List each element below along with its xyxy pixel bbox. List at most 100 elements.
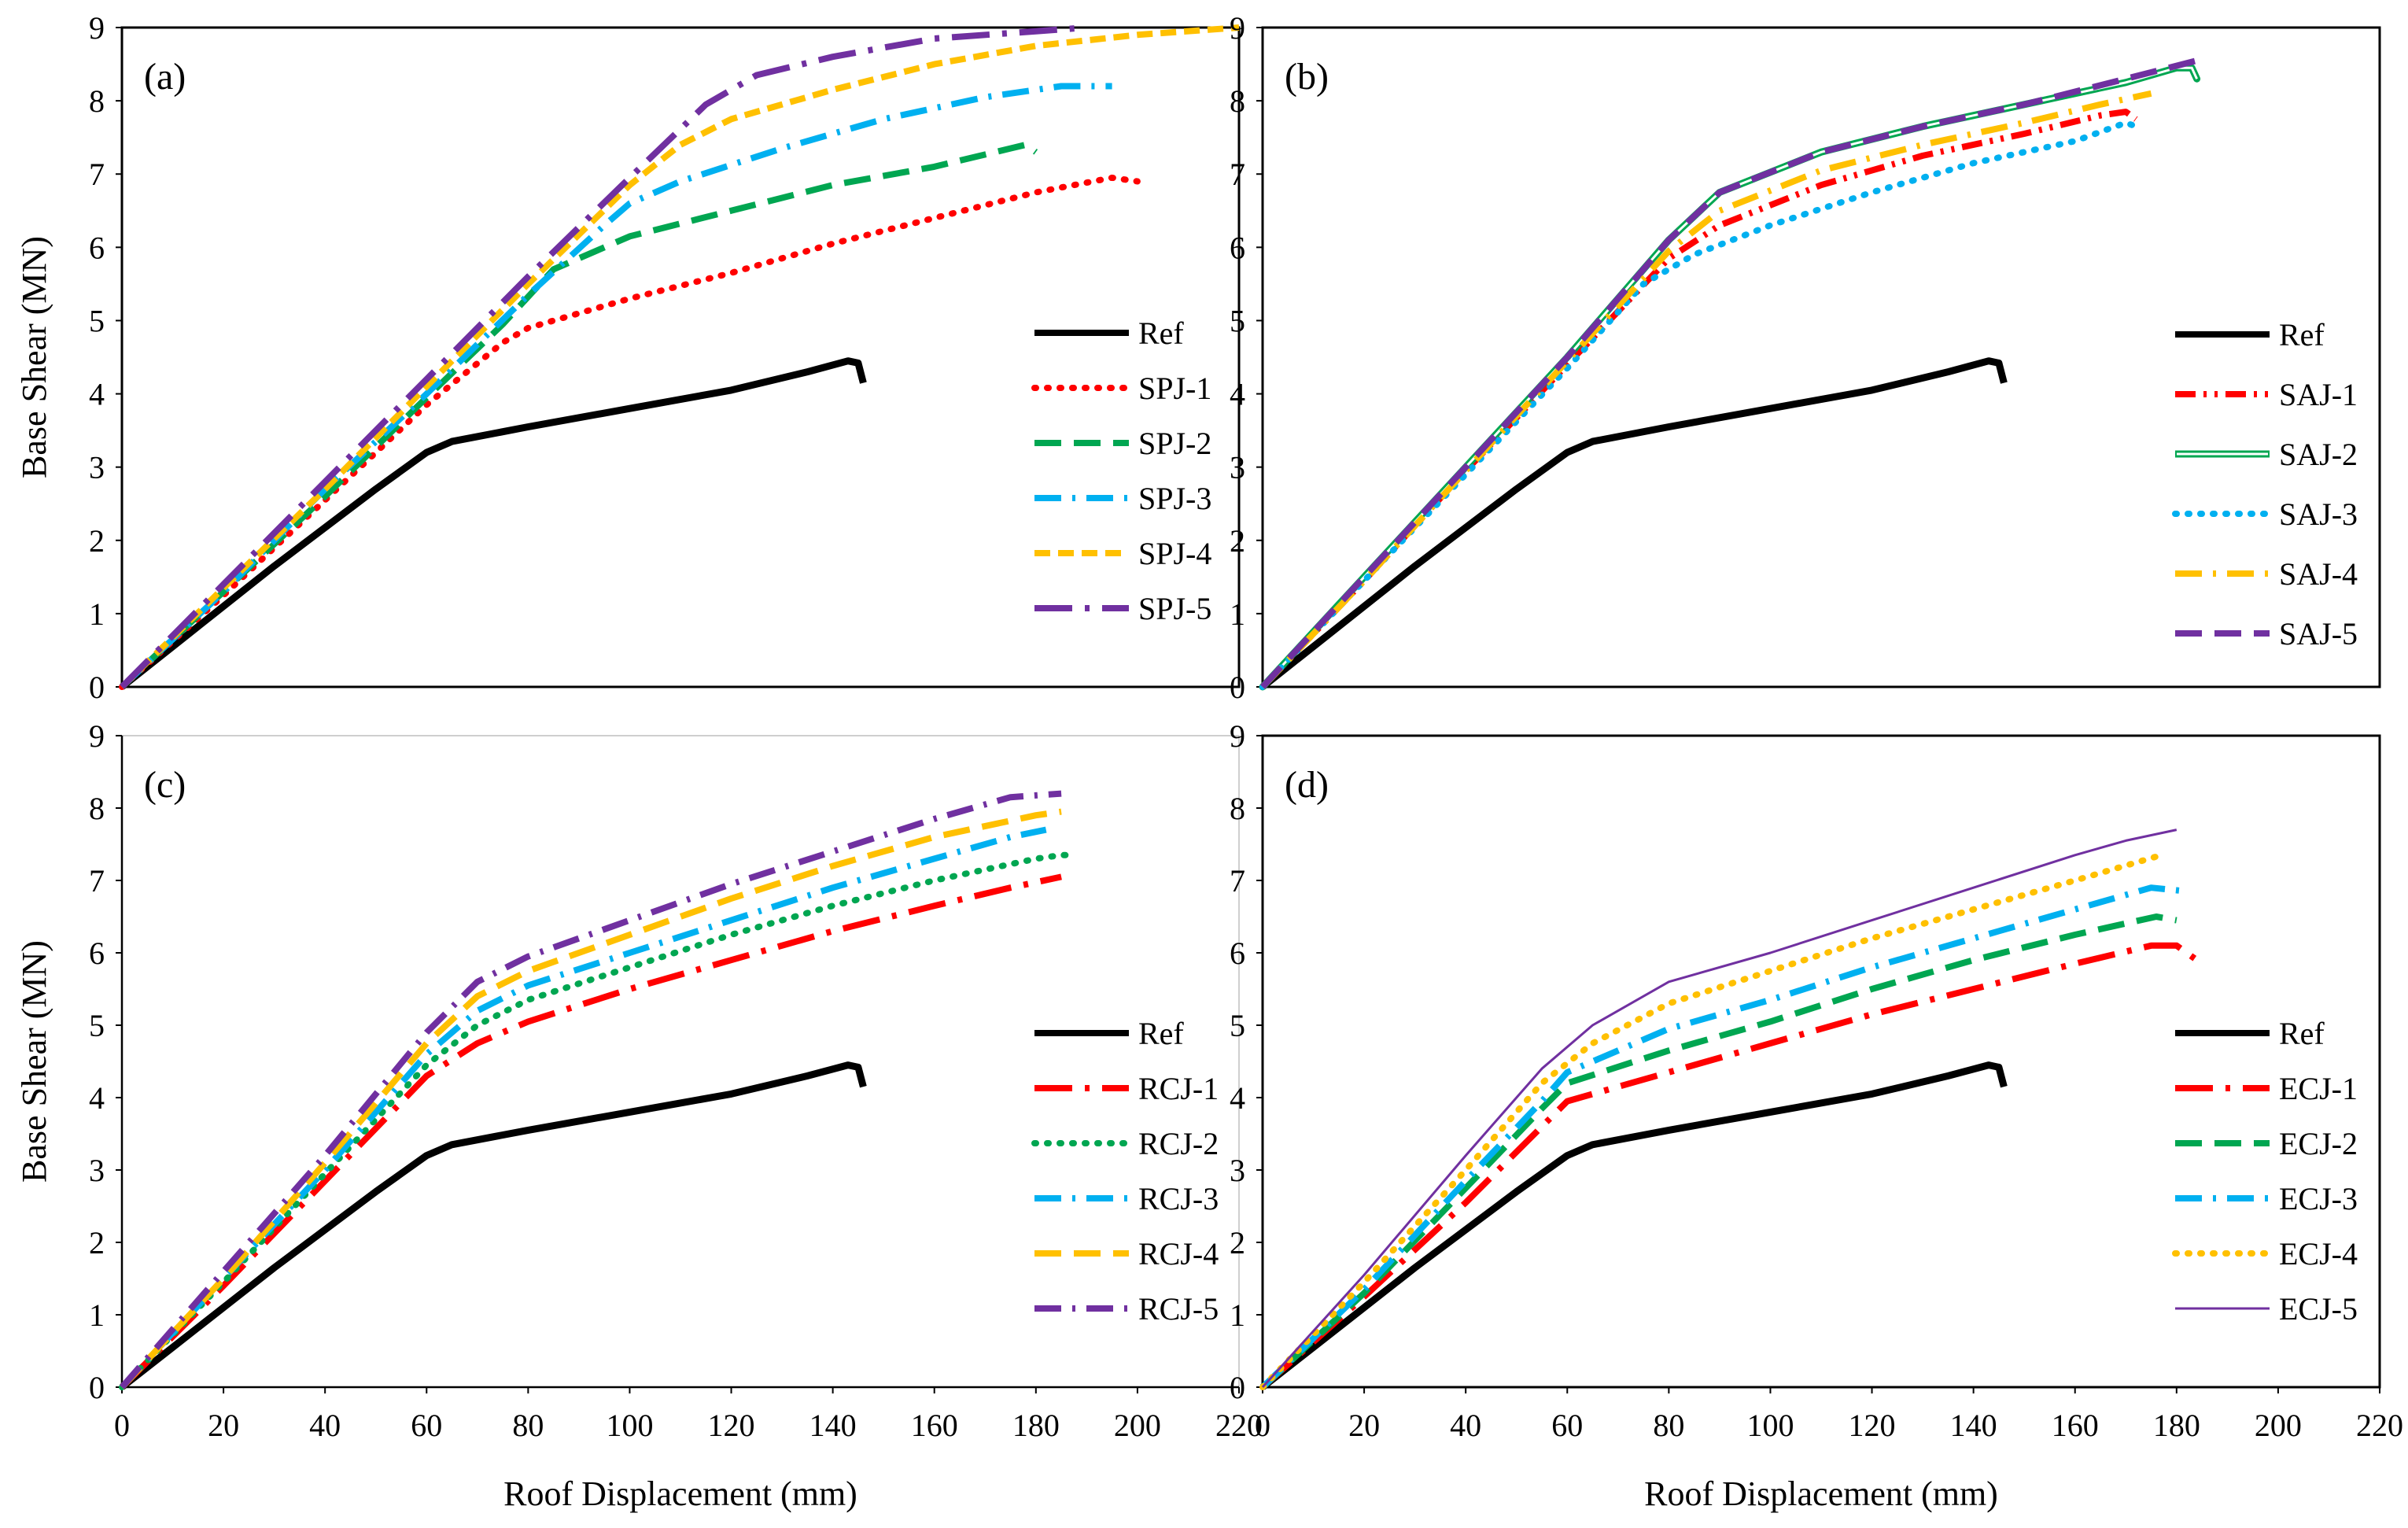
legend-label-rcj-3: RCJ-3 <box>1138 1181 1219 1216</box>
legend-label-ref: Ref <box>1138 316 1184 351</box>
series-line-ref <box>1260 357 2008 690</box>
y-tick-label: 7 <box>89 863 105 899</box>
y-tick-label: 1 <box>1230 1297 1245 1333</box>
legend-label-ecj-1: ECJ-1 <box>2279 1071 2358 1106</box>
legend-label-rcj-2: RCJ-2 <box>1138 1126 1219 1161</box>
series-line-ecj-3 <box>1260 884 2188 1390</box>
y-tick-label: 9 <box>89 718 105 754</box>
panel-label: (b) <box>1285 56 1329 98</box>
x-tick-label: 100 <box>1746 1408 1794 1443</box>
legend-label-ref: Ref <box>2279 317 2325 352</box>
chart-panel-a: 0 1 2 3 4 5 6 7 8 9 Base Shear (MN) (a) Ref SPJ-1 SPJ-… <box>15 10 1241 705</box>
series-line-ecj-1 <box>1260 942 2199 1390</box>
x-tick-label: 20 <box>1348 1408 1380 1443</box>
x-tick-label: 60 <box>411 1408 442 1443</box>
x-tick-label: 160 <box>2052 1408 2099 1443</box>
series-line-rcj-2 <box>119 851 1075 1390</box>
legend-label-spj-5: SPJ-5 <box>1138 591 1211 626</box>
y-tick-label: 5 <box>89 1008 105 1043</box>
legend-label-saj-5: SAJ-5 <box>2279 616 2358 651</box>
series-line-spj-2 <box>120 142 1038 689</box>
legend-label-spj-2: SPJ-2 <box>1138 426 1211 461</box>
x-tick-label: 100 <box>606 1408 653 1443</box>
y-tick-label: 8 <box>89 83 105 119</box>
y-tick-label: 9 <box>1230 718 1245 754</box>
legend-label-spj-1: SPJ-1 <box>1138 371 1211 406</box>
y-tick-label: 4 <box>89 1080 105 1116</box>
y-tick-label: 4 <box>1230 377 1245 412</box>
y-tick-label: 7 <box>1230 157 1245 192</box>
x-tick-label: 200 <box>1114 1408 1161 1443</box>
chart-panel-d: 0 1 2 3 4 5 6 7 8 9 0 20 40 60 80 100 120 140 160 180 200 220… <box>1230 718 2403 1513</box>
y-axis-title: Base Shear (MN) <box>15 236 53 478</box>
series-line-ref <box>1260 1061 2008 1390</box>
x-tick-label: 220 <box>1215 1408 1263 1443</box>
x-tick-label: 180 <box>1012 1408 1060 1443</box>
legend-label-rcj-4: RCJ-4 <box>1138 1236 1219 1271</box>
x-tick-label: 160 <box>911 1408 958 1443</box>
y-tick-label: 6 <box>1230 230 1245 265</box>
x-tick-label: 120 <box>1849 1408 1896 1443</box>
legend-label-spj-3: SPJ-3 <box>1138 481 1211 516</box>
series-line-ref <box>120 1061 867 1390</box>
y-axis-title: Base Shear (MN) <box>15 940 53 1183</box>
y-tick-label: 5 <box>1230 303 1245 338</box>
y-tick-label: 0 <box>1230 1370 1245 1405</box>
series-line-saj-3 <box>1259 120 2140 690</box>
series-line-ref <box>120 357 867 690</box>
x-axis-title: Roof Displacement (mm) <box>1644 1474 1998 1513</box>
series-line-spj-5 <box>120 24 1087 689</box>
x-tick-label: 40 <box>309 1408 341 1443</box>
x-tick-label: 60 <box>1551 1408 1583 1443</box>
legend-label-rcj-5: RCJ-5 <box>1138 1291 1219 1327</box>
y-tick-label: 1 <box>89 1297 105 1333</box>
x-tick-label: 80 <box>512 1408 544 1443</box>
x-tick-label: 200 <box>2255 1408 2302 1443</box>
series-line-rcj-4 <box>120 808 1062 1390</box>
series-line-rcj-5 <box>119 790 1062 1390</box>
y-tick-label: 3 <box>1230 1153 1245 1188</box>
x-tick-label: 120 <box>708 1408 755 1443</box>
legend-label-saj-1: SAJ-1 <box>2279 377 2358 412</box>
legend-label-saj-4: SAJ-4 <box>2279 556 2358 592</box>
y-tick-label: 9 <box>1230 10 1245 46</box>
series-line-spj-4 <box>120 24 1240 689</box>
legend-label-ecj-3: ECJ-3 <box>2279 1181 2358 1216</box>
x-tick-label: 220 <box>2356 1408 2403 1443</box>
legend-label-ecj-2: ECJ-2 <box>2279 1126 2358 1161</box>
y-tick-label: 1 <box>1230 596 1245 632</box>
x-tick-label: 0 <box>1255 1408 1270 1443</box>
y-tick-label: 6 <box>89 936 105 971</box>
panel-label: (d) <box>1285 764 1329 806</box>
y-tick-label: 3 <box>89 1153 105 1188</box>
y-tick-label: 9 <box>89 10 105 46</box>
y-tick-label: 4 <box>89 377 105 412</box>
panel-label: (c) <box>144 764 186 806</box>
x-tick-label: 20 <box>208 1408 239 1443</box>
y-tick-label: 5 <box>1230 1008 1245 1043</box>
y-tick-label: 3 <box>89 450 105 485</box>
y-tick-label: 0 <box>1230 670 1245 705</box>
y-tick-label: 4 <box>1230 1080 1245 1116</box>
y-tick-label: 8 <box>1230 791 1245 826</box>
x-tick-label: 80 <box>1653 1408 1684 1443</box>
y-tick-label: 2 <box>89 523 105 559</box>
legend-label-ecj-5: ECJ-5 <box>2279 1291 2358 1327</box>
x-tick-label: 180 <box>2153 1408 2200 1443</box>
chart-panel-b: 0 1 2 3 4 5 6 7 8 9 (b) Ref SAJ-1 SAJ-2 SAJ-3 SAJ-4 SAJ-… <box>1230 10 2381 705</box>
x-tick-label: 140 <box>809 1408 857 1443</box>
panel-label: (a) <box>144 56 186 98</box>
y-tick-label: 2 <box>1230 1225 1245 1260</box>
y-tick-label: 7 <box>1230 863 1245 899</box>
y-tick-label: 0 <box>89 670 105 705</box>
y-tick-label: 5 <box>89 303 105 338</box>
series-line-ecj-4 <box>1259 851 2165 1390</box>
x-tick-label: 40 <box>1450 1408 1481 1443</box>
y-tick-label: 2 <box>89 1225 105 1260</box>
x-axis-title: Roof Displacement (mm) <box>503 1474 857 1513</box>
legend-label-spj-4: SPJ-4 <box>1138 536 1211 571</box>
y-tick-label: 7 <box>89 157 105 192</box>
legend-label-saj-3: SAJ-3 <box>2279 496 2358 532</box>
y-tick-label: 2 <box>1230 523 1245 559</box>
